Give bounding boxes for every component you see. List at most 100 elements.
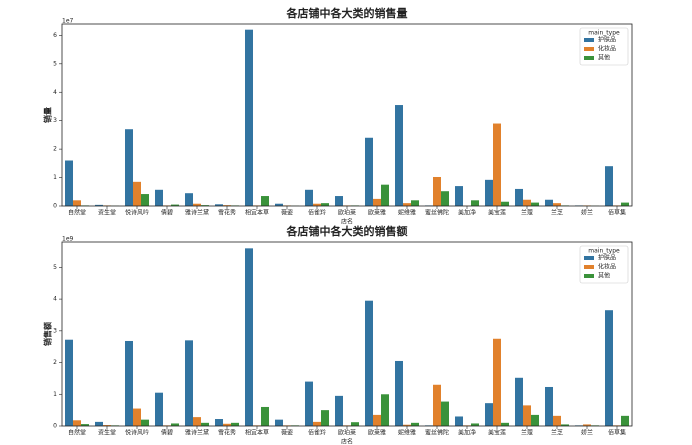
legend-swatch <box>584 265 594 269</box>
x-tick-label: 佰草集 <box>608 429 626 437</box>
x-tick-label: 欧莱雅 <box>368 209 386 217</box>
legend-label: 护肤品 <box>598 36 616 44</box>
bar <box>351 422 359 426</box>
bar <box>441 191 449 206</box>
bar <box>171 423 179 426</box>
legend-label: 化妆品 <box>598 45 616 53</box>
x-tick-label: 资生堂 <box>98 429 116 437</box>
x-tick-label: 蜜丝佛陀 <box>425 429 449 437</box>
x-tick-label: 兰蔻 <box>521 209 533 217</box>
x-tick-label: 悦诗风吟 <box>125 429 149 437</box>
bar <box>605 166 613 206</box>
bar <box>553 415 561 426</box>
bar <box>185 193 193 206</box>
x-tick-label: 欧莱雅 <box>368 429 386 437</box>
x-tick-label: 薇姿 <box>281 209 293 217</box>
x-tick-label: 相宜本草 <box>245 429 269 437</box>
bar <box>201 205 209 206</box>
bar <box>321 203 329 206</box>
x-tick-label: 美加净 <box>458 429 476 437</box>
y-tick-label: 3 <box>53 117 57 124</box>
bar <box>545 386 553 426</box>
bar <box>245 248 253 426</box>
bar <box>471 423 479 426</box>
x-tick-label: 自然堂 <box>68 429 86 437</box>
bar <box>493 338 501 426</box>
bar <box>403 424 411 426</box>
bar <box>433 176 441 206</box>
bar <box>515 377 523 426</box>
bar <box>531 202 539 206</box>
x-tick-label: 欧珀莱 <box>338 209 356 217</box>
bar <box>455 186 463 206</box>
y-tick-label: 1 <box>53 174 57 181</box>
chart-title: 各店铺中各大类的销售量 <box>286 6 408 20</box>
y-tick-label: 1 <box>53 391 57 398</box>
bar <box>81 424 89 426</box>
bar <box>231 422 239 426</box>
legend-label: 护肤品 <box>598 254 616 262</box>
bar <box>223 423 231 426</box>
bar <box>95 204 103 206</box>
x-tick-label: 娇兰 <box>581 429 593 437</box>
y-tick-label: 0 <box>53 423 57 430</box>
legend-title: main_type <box>588 248 620 255</box>
x-tick-label: 相宜本草 <box>245 209 269 217</box>
y-tick-label: 4 <box>53 296 57 303</box>
legend-box <box>579 245 629 284</box>
x-tick-label: 悦诗风吟 <box>125 209 149 217</box>
x-tick-label: 倩碧 <box>161 209 173 217</box>
legend-box <box>579 27 629 66</box>
bar <box>395 105 403 206</box>
y-tick-label: 0 <box>53 203 57 210</box>
bar <box>155 392 163 426</box>
bar <box>523 199 531 206</box>
bar <box>125 129 133 206</box>
x-tick-label: 倩碧 <box>161 429 173 437</box>
bar <box>261 406 269 426</box>
y-tick-label: 5 <box>53 264 57 271</box>
legend-label: 其他 <box>598 272 610 280</box>
bar <box>133 181 141 206</box>
y-tick-label: 4 <box>53 89 57 96</box>
bar <box>201 422 209 426</box>
bar <box>65 160 73 206</box>
bar <box>215 419 223 426</box>
x-tick-label: 美宝莲 <box>488 209 506 217</box>
bar <box>321 410 329 426</box>
x-tick-label: 美加净 <box>458 209 476 217</box>
x-tick-label: 资生堂 <box>98 209 116 217</box>
x-tick-label: 雪花秀 <box>218 429 236 437</box>
bar <box>141 194 149 206</box>
legend-swatch <box>584 256 594 260</box>
y-tick-label: 6 <box>53 32 57 39</box>
bar <box>171 204 179 206</box>
bar <box>523 405 531 426</box>
bar <box>155 189 163 206</box>
bar <box>245 29 253 206</box>
y-axis-label: 销售额 <box>43 322 53 346</box>
y-tick-label: 2 <box>53 146 57 153</box>
x-tick-label: 自然堂 <box>68 209 86 217</box>
bar <box>275 203 283 206</box>
legend-title: main_type <box>588 30 620 37</box>
bar <box>545 199 553 206</box>
bar <box>501 422 509 426</box>
bar <box>485 179 493 206</box>
x-tick-label: 妮维雅 <box>398 209 416 217</box>
bar <box>531 414 539 426</box>
bar <box>471 200 479 206</box>
x-tick-label: 薇姿 <box>281 429 293 437</box>
bar <box>441 401 449 426</box>
bar <box>501 201 509 206</box>
legend-label: 化妆品 <box>598 263 616 271</box>
x-axis-label: 店名 <box>341 438 353 445</box>
bar <box>313 203 321 206</box>
x-tick-label: 蜜丝佛陀 <box>425 209 449 217</box>
bar <box>223 205 231 206</box>
bar <box>305 189 313 206</box>
legend-swatch <box>584 274 594 278</box>
x-tick-label: 雪花秀 <box>218 209 236 217</box>
x-tick-label: 佰雀羚 <box>308 429 326 437</box>
